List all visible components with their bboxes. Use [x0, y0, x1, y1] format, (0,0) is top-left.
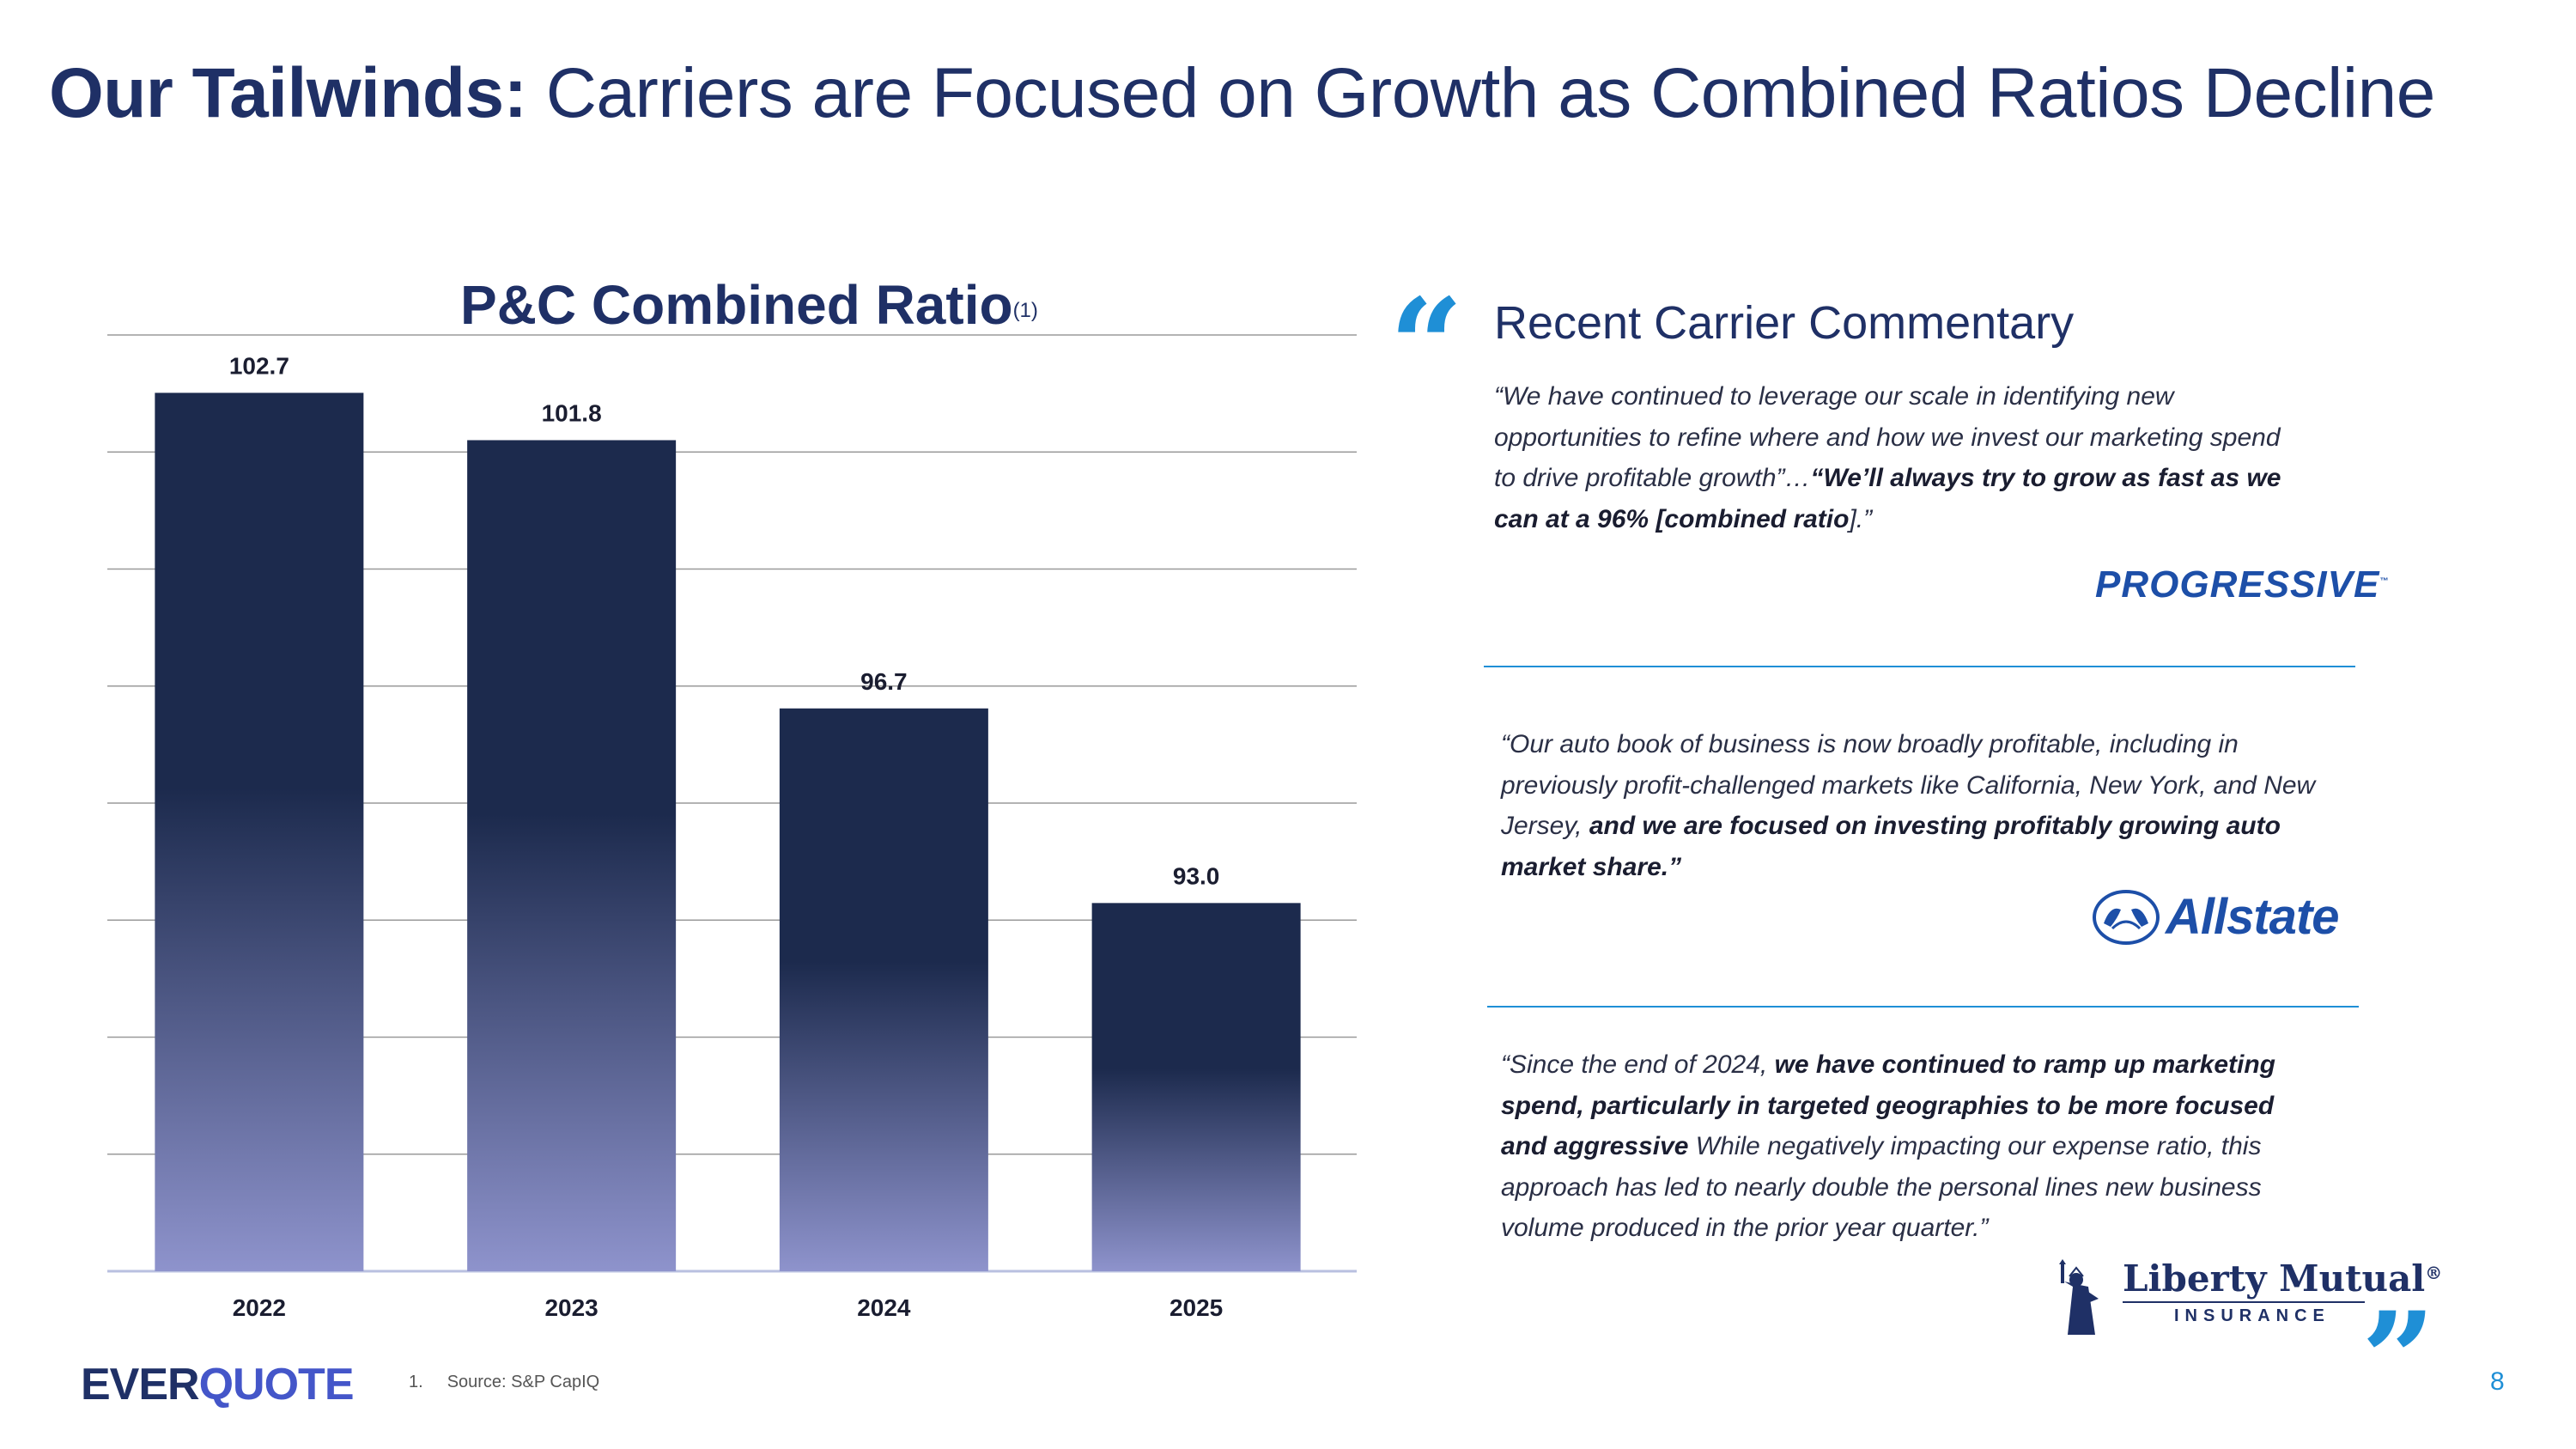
- quote-text-bold: “We’ll always try to grow as fast as we …: [1494, 464, 2281, 533]
- quote-text: “We have continued to leverage our scale…: [1494, 382, 2281, 492]
- chart-bar-2023: [467, 440, 677, 1271]
- bar-chart: 102.7 101.8 96.7 93.0 2022 2023 2024 2025: [107, 334, 1357, 1321]
- page-title-bold: Our Tailwinds:: [49, 54, 527, 132]
- divider: [1484, 666, 2355, 667]
- footnote: 1. Source: S&P CapIQ: [409, 1373, 599, 1392]
- chart-x-tick-label: 2024: [857, 1294, 911, 1321]
- quote-close-icon: ”: [2361, 1284, 2436, 1435]
- chart-value-label: 93.0: [1173, 862, 1220, 889]
- chart-bar-2025: [1091, 903, 1301, 1271]
- page-title: Our Tailwinds: Carriers are Focused on G…: [49, 53, 2435, 134]
- quote-text-bold: we have continued to ramp up marketing s…: [1501, 1050, 2275, 1160]
- quote-text: “Our auto book of business is now broadl…: [1501, 730, 2316, 840]
- chart-title: P&C Combined Ratio(1): [460, 273, 1038, 337]
- everquote-logo-part: EVER: [81, 1360, 200, 1409]
- page-title-rest: Carriers are Focused on Growth as Combin…: [545, 54, 2436, 132]
- quote-allstate: “Our auto book of business is now broadl…: [1501, 724, 2342, 887]
- liberty-mutual-logo-text: Liberty Mutual®: [2123, 1257, 2443, 1300]
- progressive-logo: PROGRESSIVE™: [2095, 563, 2390, 606]
- commentary-title: Recent Carrier Commentary: [1494, 297, 2075, 349]
- allstate-logo-text: Allstate: [2166, 889, 2340, 945]
- quote-open-icon: “: [1389, 271, 1464, 422]
- allstate-hands-icon: [2093, 889, 2160, 945]
- chart-x-tick-label: 2023: [544, 1294, 598, 1321]
- chart-value-label: 96.7: [860, 668, 908, 695]
- quote-liberty-mutual: “Since the end of 2024, we have continue…: [1501, 1044, 2325, 1249]
- chart-title-footnote: (1): [1012, 299, 1038, 322]
- footnote-text: Source: S&P CapIQ: [447, 1373, 600, 1391]
- chart-bar-2024: [779, 708, 988, 1271]
- page-number: 8: [2490, 1367, 2505, 1396]
- chart-value-label: 102.7: [229, 352, 289, 379]
- chart-x-ticks: 2022 2023 2024 2025: [233, 1294, 1224, 1321]
- quote-text: ].”: [1849, 504, 1873, 533]
- quote-progressive: “We have continued to leverage our scale…: [1494, 376, 2293, 539]
- liberty-mutual-logo: Liberty Mutual® INSURANCE: [2050, 1257, 2442, 1336]
- chart-bar-2022: [155, 393, 364, 1271]
- progressive-logo-text: PROGRESSIVE: [2095, 563, 2380, 606]
- liberty-mutual-logo-subtext: INSURANCE: [2174, 1306, 2330, 1325]
- everquote-logo-part: QUOTE: [198, 1360, 355, 1409]
- statue-of-liberty-icon: [2059, 1259, 2099, 1335]
- quote-text-bold: and we are focused on investing profitab…: [1501, 812, 2281, 881]
- chart-x-tick-label: 2022: [233, 1294, 286, 1321]
- divider: [1487, 1006, 2359, 1008]
- chart-value-label: 101.8: [542, 399, 602, 426]
- chart-title-text: P&C Combined Ratio: [460, 274, 1013, 336]
- chart-value-labels: 102.7 101.8 96.7 93.0: [229, 352, 1220, 889]
- quote-text: While negatively impacting our expense r…: [1501, 1132, 2262, 1242]
- quote-text: “Since the end of 2024,: [1501, 1050, 1775, 1079]
- chart-x-tick-label: 2025: [1170, 1294, 1223, 1321]
- chart-bars: [155, 393, 1301, 1271]
- allstate-logo: Allstate: [2092, 888, 2340, 946]
- everquote-logo: EVERQUOTE: [81, 1359, 355, 1410]
- footnote-number: 1.: [409, 1373, 423, 1391]
